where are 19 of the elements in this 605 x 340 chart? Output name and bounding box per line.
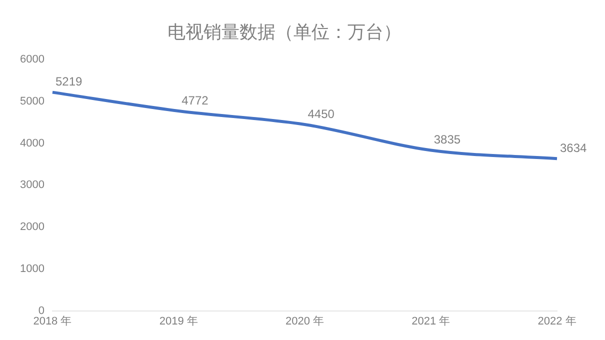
x-tick-label: 2019 年 [159,315,198,328]
y-tick-label: 0 [38,304,44,317]
chart-title: 电视销量数据（单位：万台） [168,22,402,42]
x-tick-label: 2018 年 [33,315,72,328]
data-label: 3835 [434,132,461,147]
y-tick-label: 5000 [20,96,44,108]
data-label: 4772 [182,93,209,108]
y-tick-label: 2000 [20,221,44,234]
y-tick-label: 6000 [20,54,44,66]
x-tick-label: 2022 年 [538,315,576,328]
x-tick-label: 2020 年 [285,315,324,328]
line-series [50,90,558,160]
data-label: 4450 [308,106,335,121]
data-label: 5219 [55,74,82,89]
x-tick-label: 2021 年 [412,315,450,328]
y-tick-label: 4000 [20,137,44,150]
y-tick-label: 3000 [20,179,44,192]
data-label: 3634 [560,140,588,155]
y-tick-label: 1000 [20,262,44,275]
